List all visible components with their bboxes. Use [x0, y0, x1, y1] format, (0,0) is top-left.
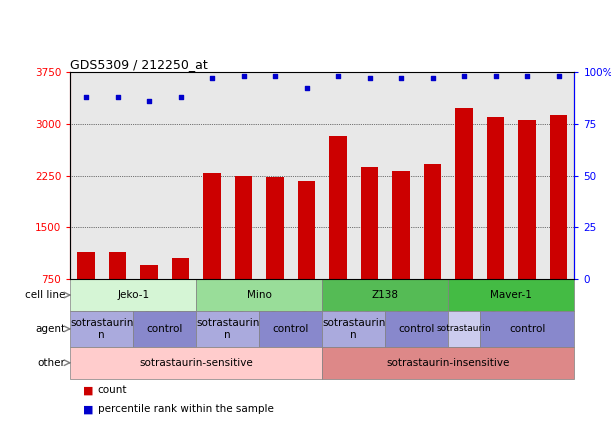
Text: ■: ■ [82, 385, 93, 395]
Text: control: control [147, 324, 183, 334]
Point [491, 73, 500, 80]
Text: percentile rank within the sample: percentile rank within the sample [98, 404, 274, 414]
Point [459, 73, 469, 80]
Text: sotrastaurin
n: sotrastaurin n [70, 318, 133, 340]
Bar [133, 311, 196, 347]
Bar [448, 311, 480, 347]
Text: sotrastaurin: sotrastaurin [437, 324, 491, 333]
Bar [361, 167, 378, 279]
Text: Jeko-1: Jeko-1 [117, 290, 149, 300]
Bar [329, 136, 346, 279]
Text: sotrastaurin
n: sotrastaurin n [196, 318, 260, 340]
Text: control: control [398, 324, 435, 334]
Bar [266, 177, 284, 279]
Bar [203, 173, 221, 279]
Text: ■: ■ [82, 404, 93, 414]
Bar [196, 311, 259, 347]
Bar [70, 347, 323, 379]
Bar [70, 279, 196, 311]
Text: control: control [273, 324, 309, 334]
Point [175, 93, 185, 100]
Text: Z138: Z138 [372, 290, 399, 300]
Bar [78, 252, 95, 279]
Bar [386, 311, 448, 347]
Bar [424, 164, 441, 279]
Text: Maver-1: Maver-1 [491, 290, 532, 300]
Bar [455, 108, 473, 279]
Point [270, 73, 280, 80]
Text: other: other [37, 358, 65, 368]
Bar [323, 279, 448, 311]
Bar [323, 347, 574, 379]
Bar [550, 115, 567, 279]
Point [81, 93, 91, 100]
Point [365, 75, 375, 82]
Point [333, 73, 343, 80]
Bar [518, 120, 536, 279]
Point [239, 73, 249, 80]
Bar [172, 258, 189, 279]
Bar [480, 311, 574, 347]
Point [302, 85, 312, 92]
Text: agent: agent [35, 324, 65, 334]
Text: sotrastaurin
n: sotrastaurin n [322, 318, 386, 340]
Text: sotrastaurin-insensitive: sotrastaurin-insensitive [387, 358, 510, 368]
Bar [448, 279, 574, 311]
Text: control: control [509, 324, 545, 334]
Text: cell line: cell line [25, 290, 65, 300]
Point [396, 75, 406, 82]
Text: sotrastaurin-sensitive: sotrastaurin-sensitive [139, 358, 253, 368]
Point [144, 98, 154, 104]
Text: GDS5309 / 212250_at: GDS5309 / 212250_at [70, 58, 208, 71]
Bar [259, 311, 323, 347]
Point [112, 93, 122, 100]
Text: Mino: Mino [247, 290, 272, 300]
Bar [70, 311, 133, 347]
Point [554, 73, 563, 80]
Text: count: count [98, 385, 127, 395]
Bar [141, 265, 158, 279]
Point [428, 75, 437, 82]
Bar [323, 311, 386, 347]
Bar [235, 176, 252, 279]
Point [522, 73, 532, 80]
Bar [298, 181, 315, 279]
Bar [392, 171, 410, 279]
Bar [109, 252, 126, 279]
Point [207, 75, 217, 82]
Bar [487, 117, 504, 279]
Bar [196, 279, 323, 311]
